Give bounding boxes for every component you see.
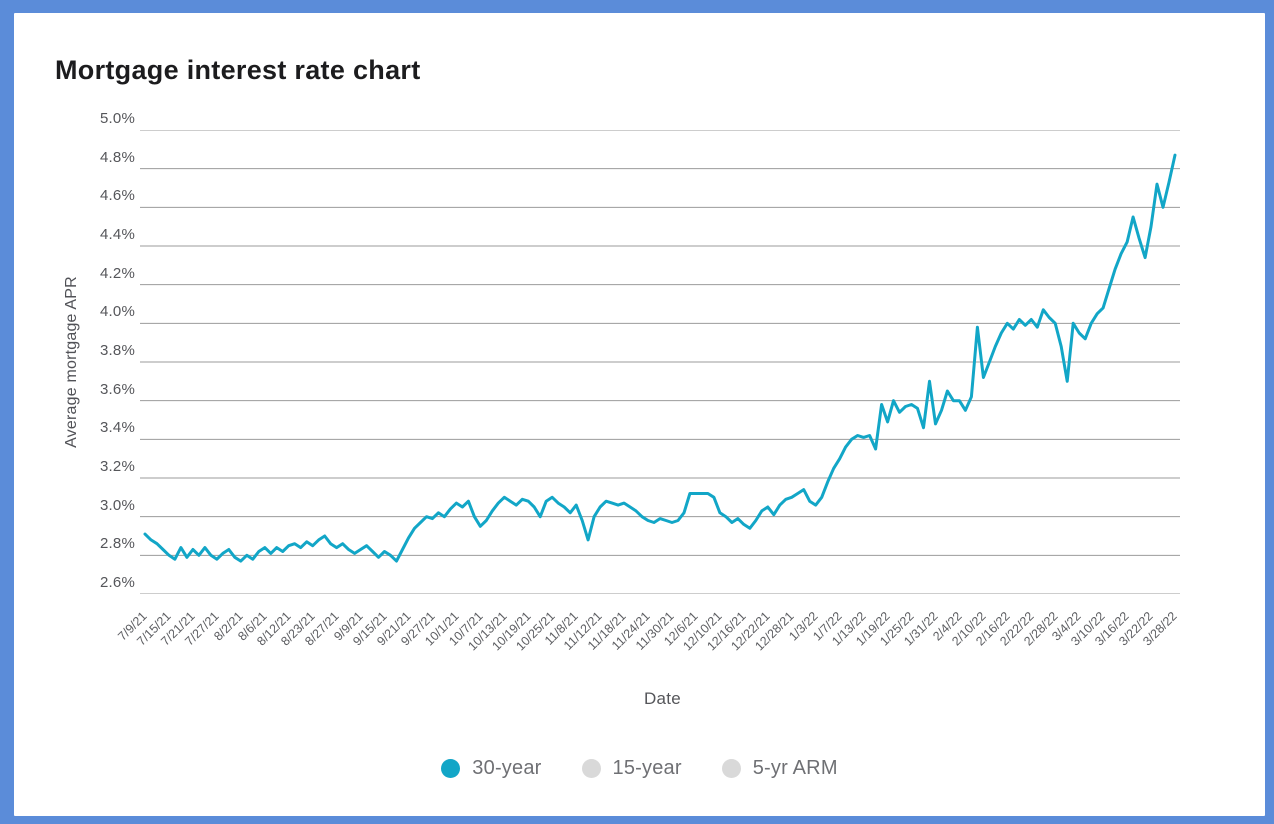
y-tick-label: 3.6% [100, 380, 135, 398]
x-tick-label: 2/4/22 [929, 609, 965, 644]
x-tick-label: 7/9/21 [115, 609, 150, 644]
x-tick-label: 11/24/21 [609, 609, 653, 653]
series-line-30-year [143, 153, 1177, 563]
x-tick-label: 1/25/22 [877, 609, 917, 649]
x-tick-label: 12/6/21 [661, 609, 701, 649]
x-tick-label: 7/15/21 [134, 609, 174, 649]
x-tick-label: 2/16/22 [972, 609, 1013, 649]
x-tick-label: 7/27/21 [182, 609, 222, 649]
x-tick-label: 3/16/22 [1092, 609, 1133, 649]
x-tick-label: 8/23/21 [278, 609, 318, 649]
legend-label: 5-yr ARM [752, 757, 838, 779]
x-tick-label: 10/13/21 [464, 609, 510, 654]
x-tick-label: 10/7/21 [445, 609, 486, 649]
x-tick-label: 2/10/22 [948, 609, 989, 649]
chart-title: Mortgage interest rate chart [55, 55, 421, 85]
legend-item-15-year[interactable]: 15-year [581, 757, 682, 780]
y-tick-label: 3.0% [100, 496, 135, 514]
x-tick-label: 1/3/22 [786, 609, 821, 644]
legend-label: 30-year [472, 757, 542, 779]
y-tick-label: 2.6% [100, 574, 135, 591]
x-tick-label: 2/28/22 [1020, 609, 1061, 649]
x-tick-label: 9/21/21 [374, 609, 414, 649]
y-tick-label: 4.4% [100, 226, 135, 243]
x-tick-label: 12/10/21 [680, 609, 725, 654]
legend-series-dot-icon [581, 759, 601, 778]
x-tick-label: 1/13/22 [829, 609, 869, 649]
legend-item-5-yr-arm[interactable]: 5-yr ARM [721, 757, 838, 780]
y-tick-label: 4.6% [100, 187, 135, 205]
x-tick-label: 10/25/21 [512, 609, 558, 654]
x-tick-label: 9/27/21 [398, 609, 438, 649]
x-tick-label: 1/31/22 [901, 609, 941, 649]
plot-svg [140, 130, 1180, 594]
x-tick-label: 10/19/21 [488, 609, 534, 654]
x-tick-label: 11/18/21 [585, 609, 630, 653]
x-tick-label: 2/22/22 [996, 609, 1037, 649]
x-tick-label: 11/30/21 [633, 609, 677, 653]
x-tick-label: 12/28/21 [752, 609, 797, 654]
chart-card: Mortgage interest rate chart Average mor… [14, 13, 1265, 816]
x-tick-label: 11/8/21 [542, 609, 582, 648]
x-axis-title: Date [643, 689, 682, 708]
x-tick-label: 9/9/21 [331, 609, 366, 644]
y-tick-label: 4.2% [100, 264, 135, 282]
y-tick-label: 3.4% [100, 419, 135, 437]
x-tick-label: 12/16/21 [704, 609, 749, 654]
x-tick-label: 3/10/22 [1068, 609, 1109, 649]
x-tick-label: 3/22/22 [1116, 609, 1156, 649]
x-tick-label: 1/7/22 [810, 609, 845, 644]
y-tick-label: 5.0% [100, 110, 135, 127]
x-tick-label: 8/12/21 [254, 609, 294, 649]
x-tick-label: 8/27/21 [302, 609, 342, 649]
y-tick-label: 3.8% [100, 342, 135, 359]
x-tick-label: 9/15/21 [350, 609, 390, 649]
x-tick-label: 10/1/21 [421, 609, 462, 649]
legend: 30-year 15-year 5-yr ARM [14, 757, 1265, 780]
x-tick-label: 3/4/22 [1049, 609, 1085, 644]
y-tick-label: 4.0% [100, 303, 135, 321]
legend-series-dot-icon [441, 759, 461, 778]
x-tick-label: 11/12/21 [561, 609, 606, 653]
x-tick-label: 8/6/21 [235, 609, 270, 644]
legend-series-dot-icon [721, 759, 741, 778]
x-tick-label: 12/22/21 [728, 609, 773, 654]
x-tick-label: 8/2/21 [211, 609, 246, 644]
y-tick-label: 4.8% [100, 148, 135, 166]
legend-label: 15-year [612, 757, 682, 779]
x-tick-label: 7/21/21 [158, 609, 198, 649]
x-tick-labels: 7/9/21 7/15/21 7/21/21 7/27/21 8/2/21 8/6/21 8… [14, 607, 1265, 697]
y-axis-title: Average mortgage APR [63, 276, 80, 448]
legend-item-30-year[interactable]: 30-year [441, 757, 541, 780]
x-tick-label: 3/28/22 [1140, 609, 1180, 649]
y-tick-label: 3.2% [100, 458, 135, 475]
x-tick-label: 1/19/22 [853, 609, 893, 649]
y-tick-label: 2.8% [100, 535, 135, 553]
